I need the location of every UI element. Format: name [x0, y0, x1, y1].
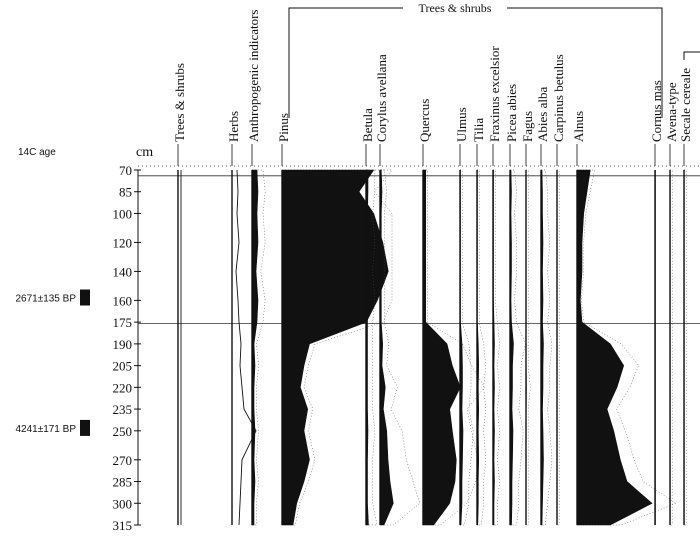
radiocarbon-dates: 2671±135 BP 4241±171 BP	[15, 289, 90, 436]
date-label-1: 2671±135 BP	[15, 294, 76, 305]
depth-tick-100: 100	[113, 206, 133, 221]
taxon-label-anthropogenic-indicators: Anthropogenic indicators	[246, 10, 261, 143]
depth-tick-175: 175	[113, 315, 133, 330]
depth-tick-120: 120	[113, 235, 133, 250]
depth-tick-315: 315	[113, 518, 133, 533]
group-bracket	[288, 7, 663, 118]
exaggeration-fagus	[525, 169, 531, 526]
exaggeration-carpinus-betulus	[556, 169, 560, 526]
diagram-frame	[137, 7, 700, 525]
exaggeration-abies-alba	[540, 169, 553, 526]
taxon-label-secale-cereale: Secale cereale	[678, 68, 693, 142]
exaggeration-fraxinus-excelsior	[492, 169, 500, 526]
curve-anthropogenic-indicators	[251, 169, 259, 526]
curve-herbs	[235, 169, 257, 526]
taxon-labels: Trees & shrubs Herbs Anthropogenic indicat…	[172, 10, 693, 166]
taxon-label-ulmus: Ulmus	[454, 107, 469, 142]
taxon-label-betula: Betula	[360, 108, 375, 142]
taxon-label-tilia: Tilia	[471, 118, 486, 142]
exaggeration-tilia	[476, 169, 487, 526]
taxon-label-pinus: Pinus	[276, 113, 291, 142]
depth-tick-140: 140	[113, 264, 133, 279]
exaggeration-pinus	[281, 169, 393, 526]
depth-tick-235: 235	[113, 402, 133, 417]
exaggeration-picea-abies	[509, 169, 526, 526]
taxon-label-fraxinus-excelsior: Fraxinus excelsior	[487, 46, 502, 142]
taxon-label-fagus: Fagus	[520, 111, 535, 142]
exaggeration-anthropogenic-indicators	[251, 169, 266, 526]
curve-corylus-avellana	[379, 169, 394, 526]
taxon-label-herbs: Herbs	[226, 111, 241, 142]
taxon-label-carpinus-betulus: Carpinus betulus	[551, 54, 566, 142]
group-bracket-right	[683, 51, 700, 60]
exaggeration-corylus-avellana	[379, 169, 421, 526]
taxon-label-corylus-avellana: Corylus avellana	[374, 54, 389, 142]
depth-tick-160: 160	[113, 293, 133, 308]
depth-tick-300: 300	[113, 496, 133, 511]
taxon-label-picea-abies: Picea abies	[504, 84, 519, 142]
curve-quercus	[422, 169, 461, 526]
exaggeration-ulmus	[459, 169, 474, 526]
depth-tick-85: 85	[119, 185, 132, 200]
depth-tick-250: 250	[113, 424, 133, 439]
exaggeration-avena-type	[669, 169, 673, 526]
taxon-label-trees-shrubs: Trees & shrubs	[172, 63, 187, 142]
curve-picea-abies	[509, 169, 514, 526]
depth-axis-label: cm	[136, 145, 153, 160]
taxon-label-abies-alba: Abies alba	[535, 87, 550, 142]
taxa-curves	[177, 169, 687, 526]
age-axis-label: 14C age	[18, 147, 56, 158]
date-marker-2	[80, 419, 90, 436]
depth-tick-270: 270	[113, 453, 133, 468]
curve-alnus	[576, 169, 653, 526]
exaggeration-secale-cereale	[683, 169, 687, 526]
date-label-2: 4241±171 BP	[15, 424, 76, 435]
depth-tick-205: 205	[113, 359, 133, 374]
exaggeration-betula	[365, 169, 378, 526]
date-marker-1	[80, 289, 90, 306]
depth-tick-labels: 70 85 100 120 140 160 175 190 205 220 235 250 270 285…	[113, 163, 141, 533]
taxon-label-cornus-mas: Cornus mas	[649, 80, 664, 142]
taxon-label-quercus: Quercus	[417, 99, 432, 142]
taxon-label-alnus: Alnus	[571, 111, 586, 142]
taxon-label-avena-type: Avena-type	[664, 82, 679, 142]
depth-tick-285: 285	[113, 475, 133, 490]
depth-tick-220: 220	[113, 380, 133, 395]
group-label-trees-shrubs: Trees & shrubs	[419, 1, 492, 15]
depth-tick-190: 190	[113, 337, 133, 352]
depth-tick-70: 70	[119, 163, 132, 178]
curve-pinus	[281, 169, 389, 526]
